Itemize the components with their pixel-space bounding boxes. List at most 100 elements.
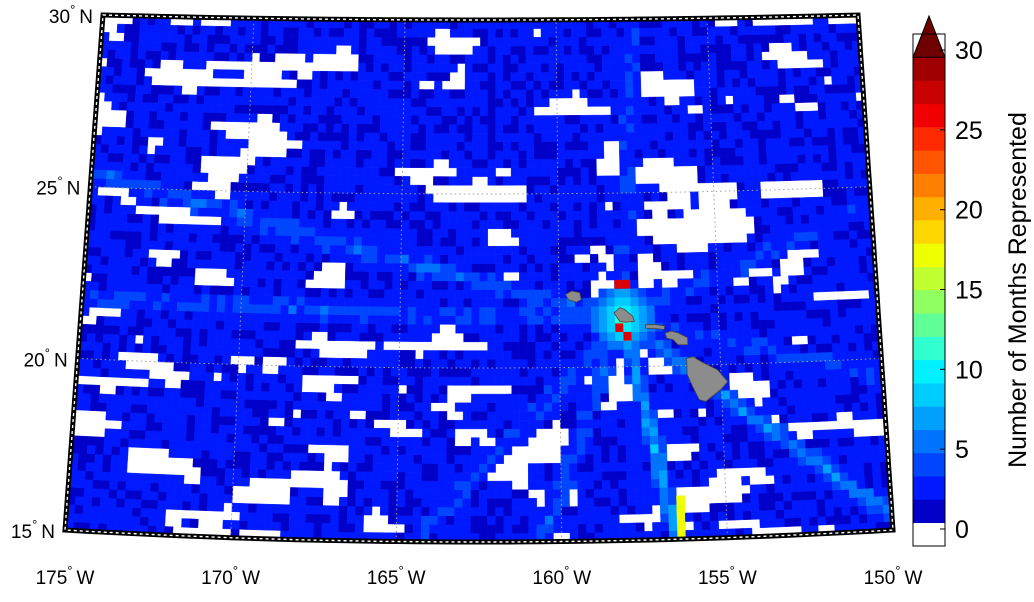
grid-cell [333,401,343,411]
grid-cell [122,403,132,413]
grid-cell [100,479,111,490]
grid-cell [373,36,383,46]
grid-cell [769,224,779,234]
grid-cell [310,366,320,376]
grid-cell [380,80,389,90]
grid-cell [557,167,566,177]
grid-cell [832,489,842,499]
grid-cell [130,282,140,293]
grid-cell [548,54,557,64]
grid-cell [388,489,398,499]
grid-cell [533,37,542,47]
grid-cell [684,260,694,271]
grid-cell [668,512,678,523]
grid-cell [805,162,815,172]
grid-cell [336,297,345,307]
grid-cell [606,314,616,324]
grid-cell [632,374,641,385]
grid-cell [818,256,828,267]
grid-cell [361,227,371,238]
grid-cell [582,314,592,325]
grid-cell [614,297,624,307]
grid-cell [395,89,405,99]
grid-cell [846,445,856,456]
grid-cell [291,435,301,445]
grid-cell [478,515,488,525]
grid-cell [797,300,807,311]
grid-cell [511,254,520,264]
grid-cell [250,434,260,444]
grid-cell [297,513,307,523]
grid-cell [296,79,305,89]
grid-cell [418,89,428,99]
grid-cell [792,517,802,527]
grid-cell [733,121,743,131]
grid-cell [136,308,146,319]
grid-cell [185,293,195,303]
grid-cell [794,404,804,415]
grid-cell [330,227,339,237]
grid-cell [332,418,342,428]
grid-cell [581,219,590,229]
grid-cell [703,130,713,140]
grid-cell [144,309,154,319]
grid-cell [414,402,424,412]
grid-cell [356,114,366,125]
grid-cell [290,35,299,46]
grid-cell [576,454,586,464]
grid-cell [357,392,367,403]
grid-cell [510,132,520,143]
grid-cell [145,291,155,302]
grid-cell [783,33,792,43]
grid-cell [147,266,157,276]
grid-cell [416,280,425,290]
grid-cell [183,189,192,199]
grid-cell [432,245,441,256]
grid-cell [797,456,807,466]
grid-cell [95,315,106,326]
grid-cell [767,509,777,520]
grid-cell [781,154,791,164]
grid-cell [542,202,551,212]
grid-cell [654,35,663,46]
grid-cell [219,86,229,96]
grid-cell [256,304,266,314]
grid-cell [633,105,642,115]
grid-cell [423,306,433,316]
grid-cell [299,443,309,454]
grid-cell [158,474,169,484]
grid-cell [541,141,550,151]
grid-cell [573,228,583,238]
grid-cell [583,366,593,377]
grid-cell [423,289,433,299]
grid-cell [768,206,778,217]
grid-cell [487,515,496,525]
grid-cell [266,460,276,470]
grid-cell [495,507,504,517]
grid-cell [804,274,813,285]
grid-cell [704,147,713,158]
grid-cell [109,350,119,361]
grid-cell [374,393,383,403]
grid-cell [328,305,337,315]
grid-cell [782,25,792,35]
grid-cell [281,278,291,288]
grid-cell [612,210,622,220]
grid-cell [219,95,228,105]
grid-cell [398,410,407,421]
grid-cell [608,27,618,38]
grid-cell [856,350,866,360]
grid-cell [602,497,612,507]
grid-cell [171,128,180,139]
grid-cell [672,365,681,375]
grid-cell [187,250,197,260]
grid-cell [364,132,373,142]
grid-cell [747,441,757,451]
grid-cell [683,477,693,488]
grid-cell [511,228,520,238]
grid-cell [432,254,441,264]
grid-cell [536,506,546,516]
grid-cell [587,88,596,99]
grid-cell [105,75,115,85]
grid-cell [413,445,423,456]
